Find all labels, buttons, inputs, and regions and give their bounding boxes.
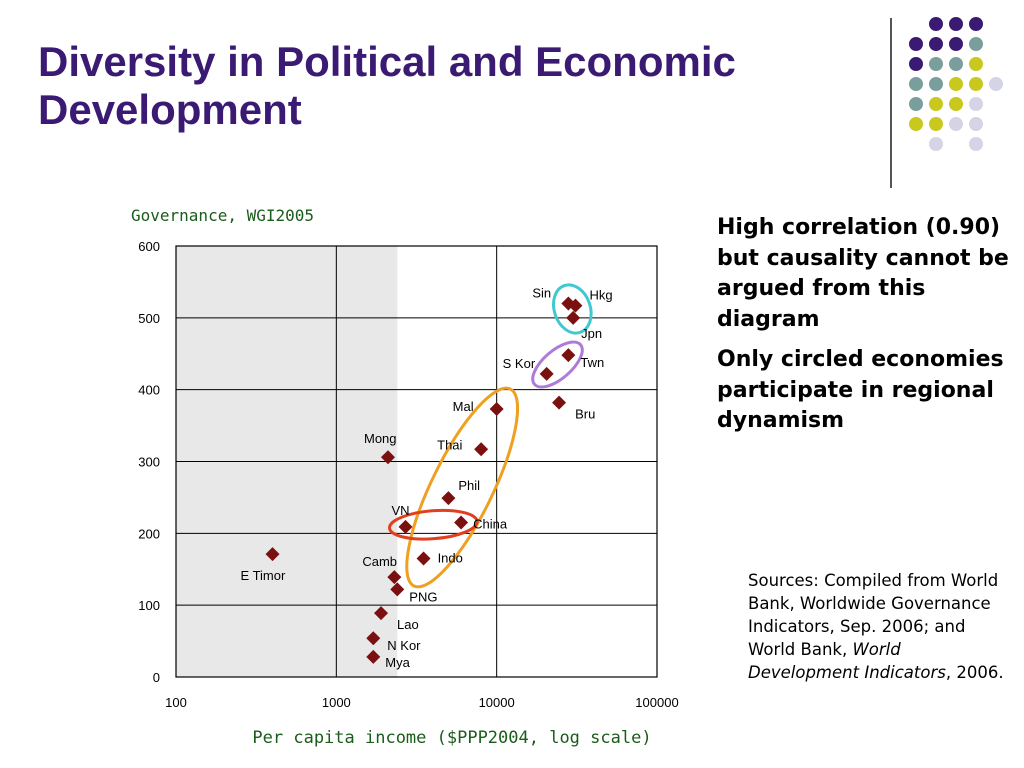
x-tick-label: 1000: [322, 695, 351, 710]
decorative-dot: [909, 57, 923, 71]
decorative-dot: [949, 77, 963, 91]
decorative-dot: [929, 97, 943, 111]
data-point-label: S Kor: [503, 356, 536, 371]
y-axis-title: Governance, WGI2005: [131, 206, 314, 225]
data-point-marker: [568, 298, 583, 313]
data-point-label: N Kor: [387, 638, 421, 653]
decorative-dot-grid: [909, 17, 1003, 151]
annotation-ellipse: [552, 283, 593, 335]
decorative-dot: [969, 97, 983, 111]
data-point-marker: [387, 570, 402, 585]
decorative-dot: [969, 17, 983, 31]
sources-italic: World Development Indicators: [748, 640, 946, 682]
data-point-label: Indo: [438, 550, 463, 565]
data-point-label: Mong: [364, 431, 397, 446]
data-point-label: Bru: [575, 407, 595, 422]
y-tick-label: 100: [138, 598, 160, 613]
decorative-dot: [969, 37, 983, 51]
x-tick-label: 10000: [479, 695, 515, 710]
sources-note: Sources: Compiled from World Bank, World…: [748, 569, 1008, 684]
decorative-dot: [909, 77, 923, 91]
data-point-marker: [374, 606, 389, 621]
data-point-label: E Timor: [241, 568, 286, 583]
y-tick-label: 0: [153, 670, 160, 685]
y-tick-label: 600: [138, 239, 160, 254]
y-tick-label: 500: [138, 311, 160, 326]
decorative-dot: [929, 77, 943, 91]
decorative-dot: [929, 37, 943, 51]
y-tick-label: 200: [138, 526, 160, 541]
data-point-label: VN: [391, 503, 409, 518]
data-point-marker: [441, 491, 456, 506]
data-point-label: Lao: [397, 617, 419, 632]
data-point-label: Twn: [580, 355, 604, 370]
slide-title: Diversity in Political and Economic Deve…: [38, 38, 878, 134]
commentary-correlation: High correlation (0.90) but causality ca…: [717, 215, 1009, 332]
data-point-label: Thai: [437, 437, 462, 452]
data-point-label: Sin: [532, 285, 551, 300]
x-tick-label: 100: [165, 695, 187, 710]
plot-frame: [175, 245, 658, 678]
decorative-dot: [969, 77, 983, 91]
sources-suffix: , 2006.: [945, 663, 1004, 682]
data-point-label: Jpn: [581, 326, 602, 341]
data-point-marker: [561, 348, 576, 363]
data-point-marker: [380, 450, 395, 465]
data-point-label: Mya: [385, 655, 410, 670]
data-point-label: Mal: [453, 399, 474, 414]
data-point-label: PNG: [409, 589, 437, 604]
data-point-marker: [265, 547, 280, 562]
decorative-dot: [909, 117, 923, 131]
data-point-marker: [390, 582, 405, 597]
slide-title-line1: Diversity in Political and Economic: [38, 38, 736, 85]
data-point-label: Phil: [458, 478, 480, 493]
decorative-dot: [929, 57, 943, 71]
data-point-marker: [454, 515, 469, 530]
data-point-marker: [398, 519, 413, 534]
title-divider: [890, 18, 892, 188]
decorative-dot: [949, 57, 963, 71]
y-tick-label: 400: [138, 383, 160, 398]
data-point-marker: [489, 402, 504, 417]
data-point-marker: [416, 551, 431, 566]
annotation-ellipse: [388, 508, 479, 541]
decorative-dot: [949, 117, 963, 131]
data-point-label: China: [473, 517, 508, 532]
annotation-ellipse: [531, 340, 584, 389]
data-point-marker: [366, 631, 381, 646]
commentary: High correlation (0.90) but causality ca…: [717, 213, 1017, 447]
decorative-dot: [909, 37, 923, 51]
decorative-dot: [929, 137, 943, 151]
data-point-label: Hkg: [589, 288, 612, 303]
decorative-dot: [929, 17, 943, 31]
decorative-dot: [949, 17, 963, 31]
x-axis-title: Per capita income ($PPP2004, log scale): [252, 728, 651, 748]
data-point-marker: [366, 649, 381, 664]
y-tick-label: 300: [138, 455, 160, 470]
sources-prefix: Sources: Compiled from World Bank, World…: [748, 571, 999, 659]
x-tick-label: 100000: [635, 695, 678, 710]
slide-title-line2: Development: [38, 86, 302, 133]
data-point-label: Camb: [362, 554, 397, 569]
decorative-dot: [949, 37, 963, 51]
decorative-dot: [969, 137, 983, 151]
decorative-dot: [989, 77, 1003, 91]
data-point-marker: [539, 366, 554, 381]
decorative-dot: [929, 117, 943, 131]
decorative-dot: [909, 97, 923, 111]
data-point-marker: [566, 310, 581, 325]
data-point-marker: [474, 442, 489, 457]
annotation-ellipse: [405, 386, 520, 589]
decorative-dot: [969, 57, 983, 71]
decorative-dot: [949, 97, 963, 111]
decorative-dot: [969, 117, 983, 131]
commentary-circled: Only circled economies participate in re…: [717, 347, 1004, 433]
data-point-marker: [552, 395, 567, 410]
